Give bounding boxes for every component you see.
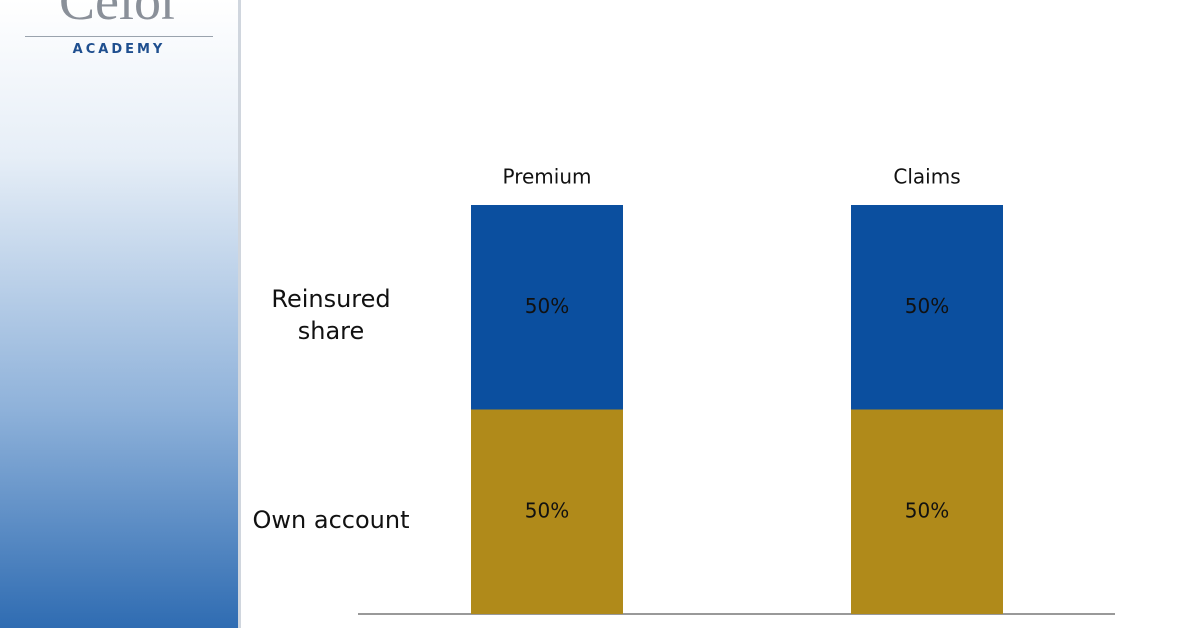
series-label: Own account — [252, 505, 410, 534]
bar-segment — [851, 205, 1003, 410]
series-label: Reinsured share — [271, 285, 391, 346]
logo-name: Celor — [59, 0, 179, 31]
value-label: 50% — [525, 498, 569, 522]
value-label: 50% — [905, 294, 949, 318]
bar-segment — [851, 409, 1003, 614]
logo-rule — [25, 36, 213, 37]
value-label: 50% — [525, 294, 569, 318]
value-label: 50% — [905, 498, 949, 522]
bar-segment — [471, 409, 623, 614]
logo-subtitle: ACADEMY — [72, 42, 166, 57]
category-label: Claims — [893, 165, 960, 189]
sidebar: Celor ACADEMY — [0, 0, 241, 628]
bar-segment — [471, 205, 623, 410]
category-label: Premium — [503, 165, 592, 189]
